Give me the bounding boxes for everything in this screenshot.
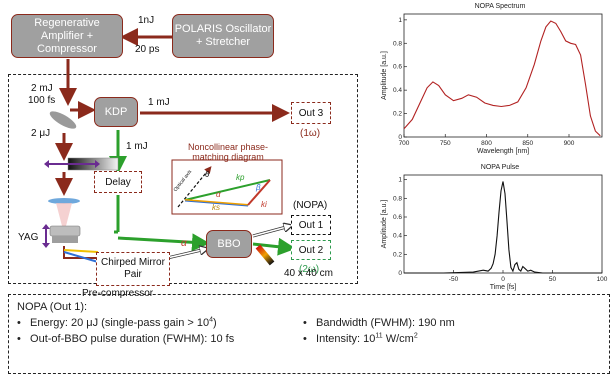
duration-20ps-label: 20 ps <box>135 44 160 55</box>
energy-1mj-out3-label: 1 mJ <box>148 97 170 108</box>
alpha-label: α <box>181 238 187 249</box>
size-label: 40 x 40 cm <box>284 268 333 279</box>
x-tick-label: 0 <box>501 276 505 283</box>
y-tick-label: 0.2 <box>393 251 402 258</box>
inset-title: Noncollinear phase-matching diagram <box>187 142 269 162</box>
regenerative-amplifier-box: Regenerative Amplifier + Compressor <box>11 14 123 58</box>
plot-frame <box>403 13 603 138</box>
out3-omega-label: (1ω) <box>300 128 321 139</box>
info-duration: • Out-of-BBO pulse duration (FWHM): 10 f… <box>17 332 234 347</box>
kp-label: kp <box>236 173 245 182</box>
y-tick-label: 0.8 <box>393 40 402 47</box>
x-tick-label: 50 <box>549 276 557 283</box>
out2-spectrum <box>255 244 275 266</box>
precompressor-label: Pre-compressor <box>82 288 154 299</box>
x-tick-label: 700 <box>399 140 410 147</box>
energy-2mj-label: 2 mJ <box>31 83 53 94</box>
out1-arrow <box>252 226 290 237</box>
y-axis-label: Amplitude [a.u.] <box>381 200 388 249</box>
pulse-chart: -50 0 50 100 0 0.2 0.4 0.6 0.8 1 Time [fs] Amplitud… <box>381 174 608 291</box>
x-tick-label: 800 <box>481 140 492 147</box>
energy-1mj-pump-label: 1 mJ <box>126 141 148 152</box>
y-tick-label: 0 <box>398 134 402 141</box>
intensity-text: Intensity: 10 <box>316 333 376 345</box>
series-line <box>403 20 601 137</box>
inset-alpha-label: α <box>216 190 221 199</box>
y-tick-label: 0.2 <box>393 111 402 118</box>
out2-arrow <box>252 237 296 256</box>
optical-axis-line <box>177 166 212 208</box>
bullet: • <box>303 333 307 345</box>
nopa-info-box: NOPA (Out 1): • Energy: 20 μJ (single-pa… <box>8 294 610 374</box>
info-title: NOPA (Out 1): <box>17 301 88 313</box>
x-tick-label: 750 <box>440 140 451 147</box>
intensity-unit-exponent: 2 <box>413 332 418 340</box>
polaris-oscillator-box: POLARIS Oscillator + Stretcher <box>172 14 274 58</box>
yag-label: YAG <box>18 232 39 243</box>
kp-vector <box>184 179 271 201</box>
y-tick-label: 0.4 <box>393 233 402 240</box>
y-tick-label: 1 <box>398 177 402 184</box>
y-tick-label: 0 <box>398 270 402 277</box>
energy-exponent: 4 <box>209 316 214 324</box>
spectrum-chart: 700 750 800 850 900 0 0.2 0.4 0.6 0.8 1 Wavelength … <box>381 13 603 155</box>
pulse-chart-title: NOPA Pulse <box>480 164 520 171</box>
energy-1nj-label: 1nJ <box>138 15 155 26</box>
setup-enclosure <box>8 74 358 284</box>
x-axis-label: Time [fs] <box>490 284 517 291</box>
out2-omega-label: (2ω) <box>299 264 320 275</box>
x-tick-label: 100 <box>597 276 608 283</box>
energy-close: ) <box>213 317 217 329</box>
x-tick-label: 900 <box>564 140 575 147</box>
out2-box: Out 2 <box>291 240 331 260</box>
chirped-mirror-box: Chirped Mirror Pair <box>96 252 170 286</box>
y-tick-label: 0.6 <box>393 64 402 71</box>
plot-frame <box>403 174 603 274</box>
phase-matching-inset <box>171 159 283 215</box>
y-tick-label: 1 <box>398 17 402 24</box>
yag-crystal <box>49 225 81 237</box>
theta-label: θ <box>205 170 210 179</box>
info-bandwidth: • Bandwidth (FWHM): 190 nm <box>303 316 455 331</box>
bbo-crystal-box: BBO <box>206 230 252 258</box>
duration-text: Out-of-BBO pulse duration (FWHM): 10 fs <box>30 333 235 345</box>
bullet: • <box>303 317 307 329</box>
out1-box: Out 1 <box>291 215 331 235</box>
energy-text: Energy: 20 μJ (single-pass gain > 10 <box>30 317 210 329</box>
x-tick-label: 850 <box>522 140 533 147</box>
ki-label: ki <box>261 200 267 209</box>
pump-to-bbo-arrow <box>117 233 210 252</box>
ks-label: ks <box>212 203 220 212</box>
spectrum-chart-title: NOPA Spectrum <box>474 3 526 10</box>
out3-box: Out 3 <box>291 102 331 124</box>
bandwidth-text: Bandwidth (FWHM): 190 nm <box>316 317 455 329</box>
beta-label: β <box>256 183 261 192</box>
bullet: • <box>17 333 21 345</box>
y-tick-label: 0.8 <box>393 195 402 202</box>
duration-100fs-label: 100 fs <box>28 95 56 106</box>
info-intensity: • Intensity: 1011 W/cm2 <box>303 332 418 347</box>
series-line <box>404 181 602 274</box>
y-tick-label: 0.4 <box>393 87 402 94</box>
y-axis-label: Amplitude [a.u.] <box>381 51 388 100</box>
ki-vector <box>247 179 271 206</box>
ks-vector <box>184 199 249 206</box>
focusing-lens <box>48 198 80 204</box>
intensity-exponent: 11 <box>375 332 383 340</box>
nopa-label: (NOPA) <box>293 200 328 211</box>
delay-box: Delay <box>94 171 142 193</box>
bullet: • <box>17 317 21 329</box>
info-energy: • Energy: 20 μJ (single-pass gain > 104) <box>17 316 217 331</box>
x-tick-label: -50 <box>449 276 459 283</box>
intensity-unit: W/cm <box>382 333 414 345</box>
y-tick-label: 0.6 <box>393 214 402 221</box>
beam-splitter <box>49 111 77 129</box>
kdp-crystal-box: KDP <box>94 97 138 127</box>
x-axis-label: Wavelength [nm] <box>477 148 529 155</box>
energy-2uj-label: 2 μJ <box>31 128 51 139</box>
